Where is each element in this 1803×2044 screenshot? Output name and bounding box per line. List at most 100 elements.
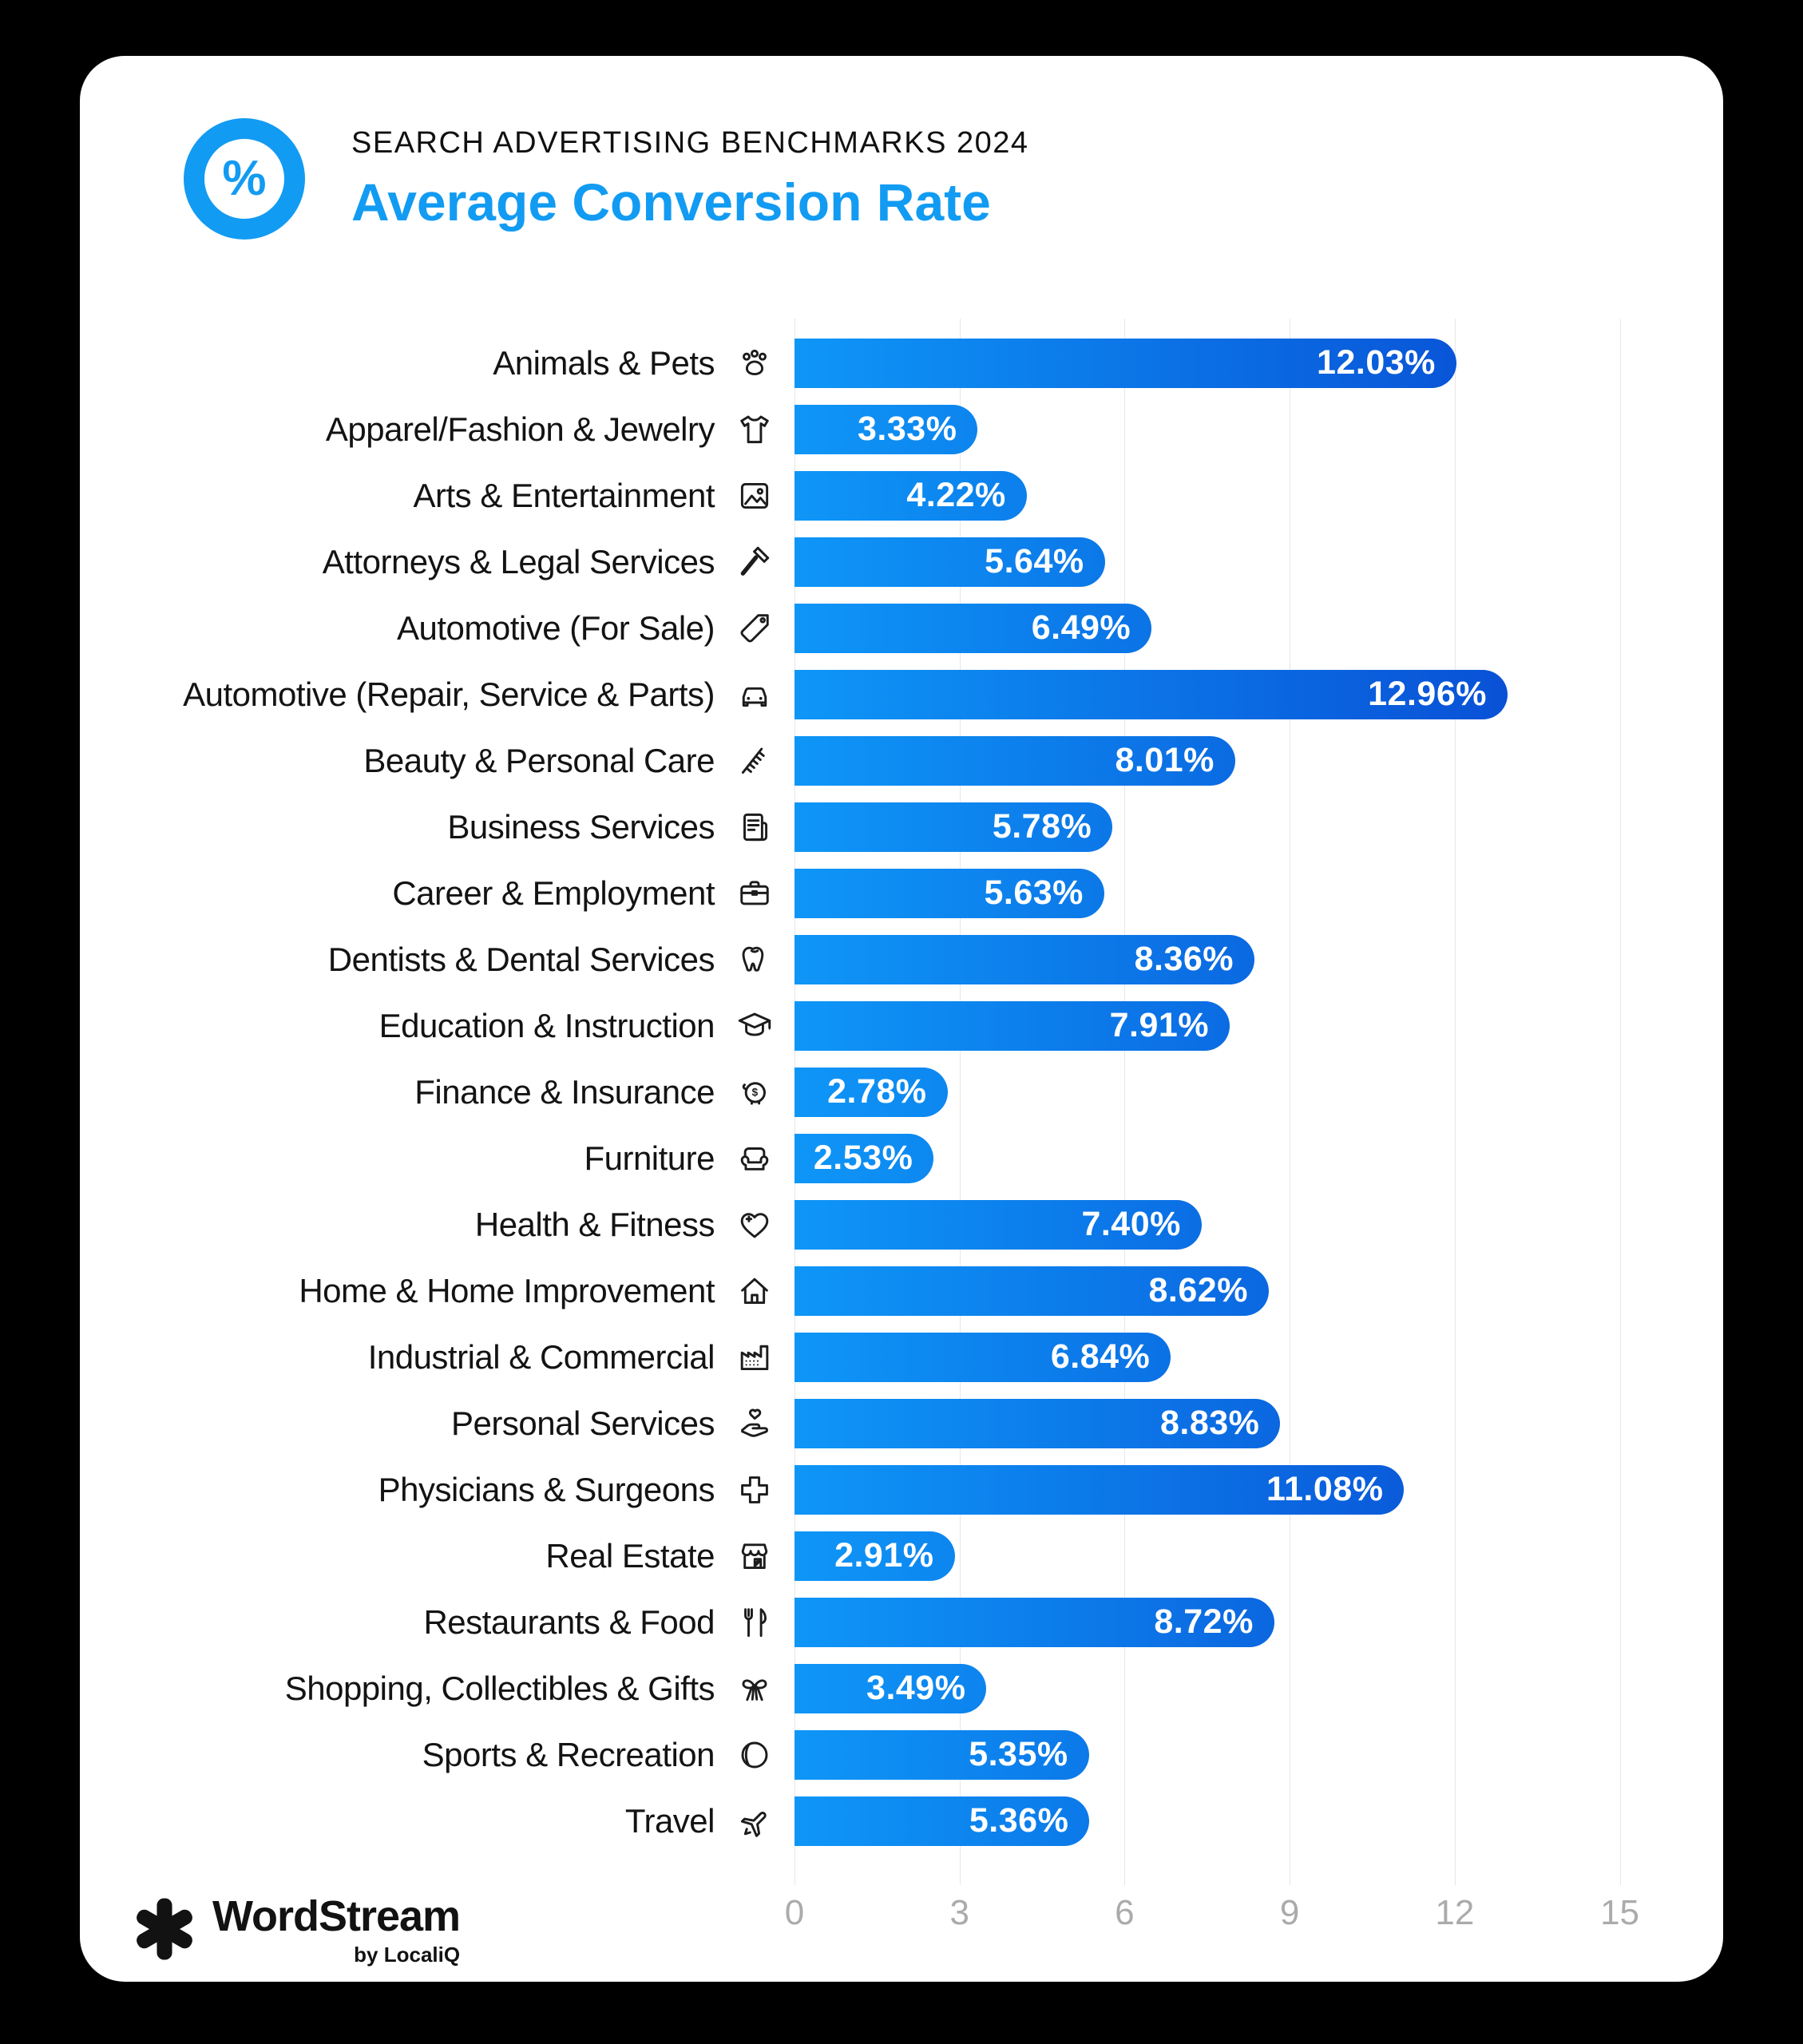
category-icon-cell [715, 529, 795, 595]
airplane-icon [740, 1811, 767, 1837]
category-label-cell: Education & Instruction [156, 992, 715, 1059]
category-label: Automotive (Repair, Service & Parts) [183, 675, 715, 713]
bar-value-label: 2.91% [834, 1536, 934, 1575]
bar: 7.40% [795, 1199, 1202, 1250]
category-icon-cell [715, 1456, 795, 1523]
chart-row: Shopping, Collectibles & Gifts 3.49% [156, 1655, 1647, 1721]
category-label-cell: Shopping, Collectibles & Gifts [156, 1655, 715, 1721]
gridline [959, 319, 961, 1885]
medical-cross-icon [741, 1476, 768, 1503]
category-label-cell: Travel [156, 1788, 715, 1854]
bar-value-label: 4.22% [906, 476, 1006, 514]
bar: 3.33% [795, 404, 978, 454]
category-icon-cell [715, 992, 795, 1059]
category-label: Education & Instruction [378, 1006, 715, 1044]
bar: 6.84% [795, 1332, 1171, 1382]
tshirt-icon [740, 415, 769, 443]
chart-row: Restaurants & Food 8.72% [156, 1589, 1647, 1655]
bar-cell: 8.36% [795, 926, 1647, 992]
bar-value-label: 11.08% [1266, 1470, 1384, 1508]
bar: 5.36% [795, 1796, 1090, 1846]
chart-row: Physicians & Surgeons 11.08% [156, 1456, 1647, 1523]
bar: 8.62% [795, 1266, 1269, 1316]
bar-cell: 8.01% [795, 727, 1647, 794]
chart-row: Animals & Pets 12.03% [156, 330, 1647, 396]
bar: 8.83% [795, 1398, 1281, 1448]
infographic-card: % SEARCH ADVERTISING BENCHMARKS 2024 Ave… [80, 56, 1723, 1982]
bar: 4.22% [795, 470, 1027, 521]
percent-symbol: % [222, 151, 267, 206]
gridline [1619, 319, 1621, 1885]
category-label-cell: Furniture [156, 1125, 715, 1191]
bar-value-label: 8.72% [1154, 1602, 1254, 1641]
bar: 6.49% [795, 603, 1152, 653]
chart-row: Health & Fitness 7.40% [156, 1191, 1647, 1258]
bar: 5.64% [795, 537, 1105, 587]
x-axis: 0 3 6 9 12 15 [785, 1893, 1647, 1949]
bar-value-label: 5.36% [969, 1801, 1069, 1840]
category-label-cell: Dentists & Dental Services [156, 926, 715, 992]
bar-value-label: 12.03% [1317, 343, 1436, 382]
bar: 5.63% [795, 868, 1104, 918]
footer: WordStream by LocaliQ [129, 1891, 461, 1967]
bar-cell: 7.40% [795, 1191, 1647, 1258]
bar-cell: 5.35% [795, 1721, 1647, 1788]
category-icon-cell [715, 330, 795, 396]
category-label: Physicians & Surgeons [378, 1470, 715, 1508]
piggy-bank-icon: $ [742, 1081, 766, 1105]
bar-value-label: 3.49% [866, 1669, 966, 1707]
bar-cell: 8.72% [795, 1589, 1647, 1655]
bar-value-label: 6.84% [1050, 1337, 1151, 1376]
brand-byline: by LocaliQ [354, 1942, 461, 1967]
category-label-cell: Sports & Recreation [156, 1721, 715, 1788]
wordstream-logo-icon [137, 1898, 192, 1960]
category-label-cell: Health & Fitness [156, 1191, 715, 1258]
category-label: Animals & Pets [493, 343, 715, 382]
category-label: Health & Fitness [474, 1205, 715, 1243]
chart-row: Apparel/Fashion & Jewelry 3.33% [156, 396, 1647, 462]
category-label-cell: Career & Employment [156, 860, 715, 926]
heart-plus-icon [740, 1212, 769, 1238]
armchair-icon [740, 1147, 769, 1171]
bar-cell: 12.96% [795, 661, 1647, 727]
category-label: Sports & Recreation [422, 1735, 715, 1773]
page-title: Average Conversion Rate [351, 172, 991, 232]
category-icon-cell [715, 1258, 795, 1324]
category-icon-cell [715, 727, 795, 794]
bar-cell: 3.49% [795, 1655, 1647, 1721]
category-icon-cell [715, 1390, 795, 1456]
chart-row: Furniture 2.53% [156, 1125, 1647, 1191]
bar-cell: 11.08% [795, 1456, 1647, 1523]
news-document-icon [743, 813, 768, 841]
category-icon-cell [715, 1721, 795, 1788]
category-label: Industrial & Commercial [367, 1337, 715, 1376]
bar: 8.72% [795, 1597, 1274, 1647]
category-icon-cell [715, 1125, 795, 1191]
bar-cell: 5.36% [795, 1788, 1647, 1854]
bar-cell: 8.62% [795, 1258, 1647, 1324]
bar-cell: 5.64% [795, 529, 1647, 595]
category-label: Business Services [447, 807, 715, 846]
bar-cell: 5.78% [795, 794, 1647, 860]
category-label: Finance & Insurance [414, 1072, 715, 1111]
category-label: Apparel/Fashion & Jewelry [325, 410, 715, 448]
category-label-cell: Automotive (Repair, Service & Parts) [156, 661, 715, 727]
category-label-cell: Finance & Insurance [156, 1059, 715, 1125]
bar-cell: 2.91% [795, 1523, 1647, 1589]
percent-badge-inner: % [204, 139, 284, 219]
x-axis-tick: 0 [784, 1893, 805, 1932]
chart-row: Finance & Insurance $ 2.78% [156, 1059, 1647, 1125]
brand-text: WordStream by LocaliQ [212, 1891, 461, 1967]
category-icon-cell [715, 1523, 795, 1589]
category-label: Furniture [584, 1139, 715, 1177]
gridline [1124, 319, 1126, 1885]
header-text: SEARCH ADVERTISING BENCHMARKS 2024 Avera… [351, 126, 1029, 232]
category-label-cell: Apparel/Fashion & Jewelry [156, 396, 715, 462]
category-label: Attorneys & Legal Services [322, 542, 715, 580]
category-label-cell: Restaurants & Food [156, 1589, 715, 1655]
category-label: Beauty & Personal Care [363, 741, 715, 779]
category-icon-cell [715, 1324, 795, 1390]
bar-value-label: 8.83% [1159, 1404, 1260, 1442]
graduation-cap-icon [738, 1012, 771, 1036]
category-label-cell: Attorneys & Legal Services [156, 529, 715, 595]
